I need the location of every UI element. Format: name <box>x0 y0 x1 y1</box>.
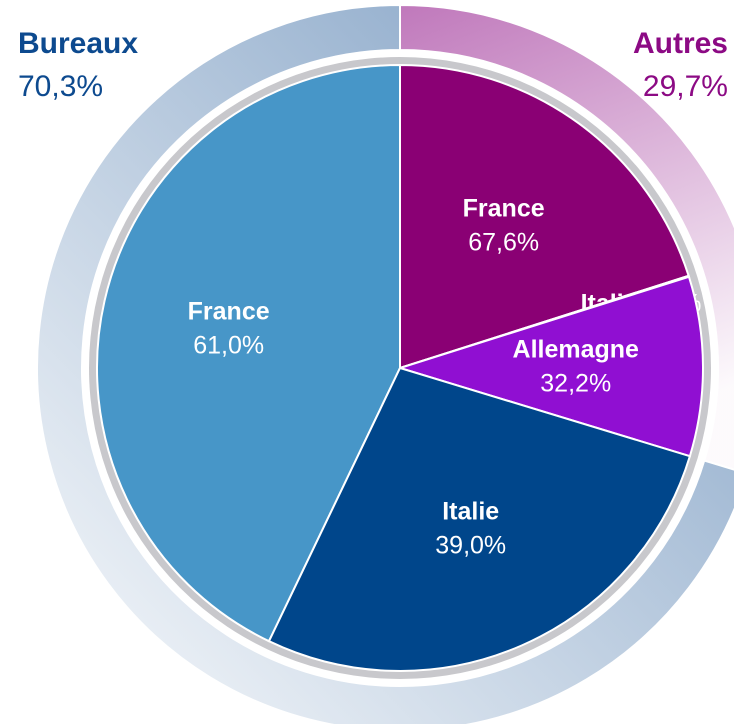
group-name: Bureaux <box>18 27 138 60</box>
slice-value: 39,0% <box>435 531 506 559</box>
group-ring <box>36 3 734 724</box>
slice <box>396 275 704 458</box>
slice-name: France <box>463 195 545 223</box>
slice-value: 32,2% <box>540 370 611 398</box>
slice-value: 67,6% <box>468 229 539 257</box>
group-value: 29,7% <box>643 70 728 103</box>
group-name: Autres <box>633 27 728 60</box>
slice-name: Italie <box>442 497 499 525</box>
slice <box>267 366 692 672</box>
slice-name: France <box>188 298 270 326</box>
slice <box>399 63 690 370</box>
slice <box>96 63 401 643</box>
group-ring <box>399 3 734 471</box>
slice-name: Allemagne <box>513 336 640 364</box>
slice-value: 61,0% <box>193 332 264 360</box>
group-value: 70,3% <box>18 70 103 103</box>
